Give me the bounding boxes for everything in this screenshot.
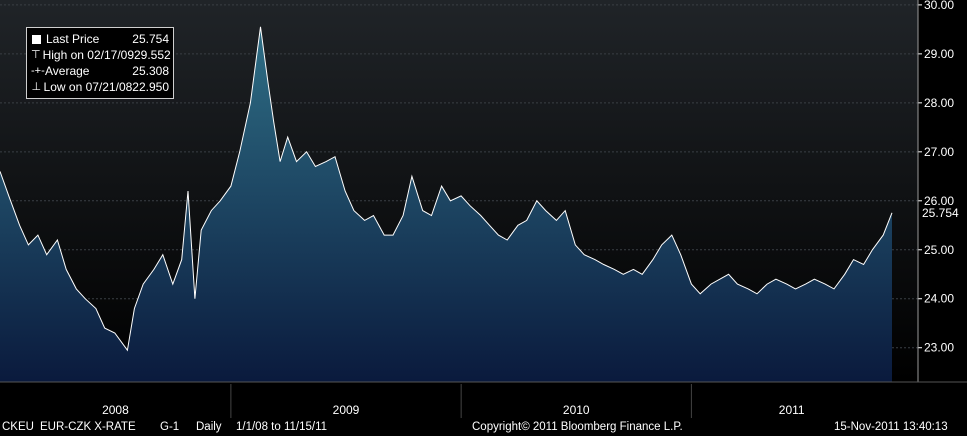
legend-item-last-price: Last Price 25.754 [31,31,169,47]
last-value-tag: 25.754 [920,205,961,220]
price-line [0,26,893,352]
square-icon [32,34,41,44]
timestamp: 15-Nov-2011 13:40:13 [834,421,948,433]
low-marker-icon: ⊥ [31,81,42,93]
legend-value: 22.950 [132,80,169,94]
legend-value: 25.754 [132,32,169,46]
x-tick-label: 2010 [563,403,590,417]
x-tick-label: 2009 [333,403,360,417]
y-axis: 30.00 29.00 28.00 27.00 26.00 25.00 24.00 23.00 [917,0,954,382]
legend-item-high: ⊤ High on 02/17/09 29.552 [31,47,171,63]
graph-id: G-1 [160,421,180,433]
frequency: Daily [196,421,222,433]
x-tick-label: 2008 [102,403,129,417]
y-tick-label: 30.00 [924,0,954,12]
average-marker-icon: -+- [31,65,45,77]
high-marker-icon: ⊤ [31,49,41,61]
security-title: EUR-CZK X-RATE [40,421,136,433]
y-tick-label: 26.00 [924,194,954,208]
date-range: 1/1/08 to 11/15/11 [236,421,328,433]
footer: CKEU EUR-CZK X-RATE G-1 Daily 1/1/08 to … [0,419,967,436]
ticker: CKEU [2,421,34,433]
y-tick-label: 28.00 [924,96,954,110]
legend: Last Price 25.754 ⊤ High on 02/17/09 29.… [26,27,174,99]
copyright: Copyright© 2011 Bloomberg Finance L.P. [472,421,683,433]
y-tick-label: 25.00 [924,243,954,257]
legend-value: 25.308 [132,64,169,78]
y-tick-label: 29.00 [924,47,954,61]
y-tick-label: 24.00 [924,292,954,306]
legend-value: 29.552 [134,48,171,62]
legend-item-average: -+- Average 25.308 [31,63,169,79]
legend-label: Average [45,64,90,78]
x-axis: 2008 2009 2010 2011 [0,381,967,418]
y-tick-label: 27.00 [924,145,954,159]
legend-label: High on 02/17/09 [42,48,134,62]
chart: 30.00 29.00 28.00 27.00 26.00 25.00 24.00 23.00… [0,0,967,418]
legend-item-low: ⊥ Low on 07/21/08 22.950 [31,79,169,95]
legend-label: Last Price [46,32,100,46]
y-tick-label: 23.00 [924,341,954,355]
price-area [0,26,892,383]
legend-label: Low on 07/21/08 [43,80,133,94]
x-tick-label: 2011 [779,403,805,417]
